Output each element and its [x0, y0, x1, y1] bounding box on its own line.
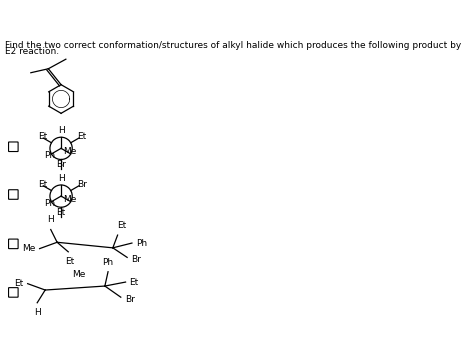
- Text: H: H: [34, 308, 41, 316]
- Text: Ph: Ph: [136, 239, 147, 247]
- Text: Br: Br: [56, 160, 66, 170]
- Text: Ph: Ph: [45, 199, 55, 208]
- Text: Et: Et: [129, 278, 139, 287]
- Text: E2 reaction.: E2 reaction.: [5, 47, 60, 56]
- Text: H: H: [58, 126, 64, 135]
- FancyBboxPatch shape: [9, 239, 18, 249]
- Text: Et: Et: [118, 221, 127, 230]
- Text: H: H: [47, 215, 54, 224]
- Text: Br: Br: [131, 255, 141, 264]
- Text: Find the two correct conformation/structures of alkyl halide which produces the : Find the two correct conformation/struct…: [5, 41, 462, 50]
- Text: Ph: Ph: [45, 151, 55, 160]
- Text: Et: Et: [14, 279, 24, 288]
- Text: Et: Et: [38, 132, 48, 141]
- Text: Me: Me: [63, 195, 76, 204]
- Text: Et: Et: [77, 132, 86, 141]
- FancyBboxPatch shape: [9, 288, 18, 297]
- Text: Me: Me: [22, 244, 36, 253]
- Text: Et: Et: [38, 180, 48, 189]
- Text: Br: Br: [125, 295, 135, 304]
- Text: Ph: Ph: [102, 258, 114, 267]
- Text: Et: Et: [56, 208, 66, 217]
- Text: Et: Et: [65, 257, 74, 266]
- FancyBboxPatch shape: [9, 190, 18, 199]
- FancyBboxPatch shape: [9, 142, 18, 152]
- Text: Br: Br: [77, 180, 87, 189]
- Text: Me: Me: [72, 270, 85, 279]
- Text: Me: Me: [63, 147, 76, 156]
- Text: H: H: [58, 174, 64, 183]
